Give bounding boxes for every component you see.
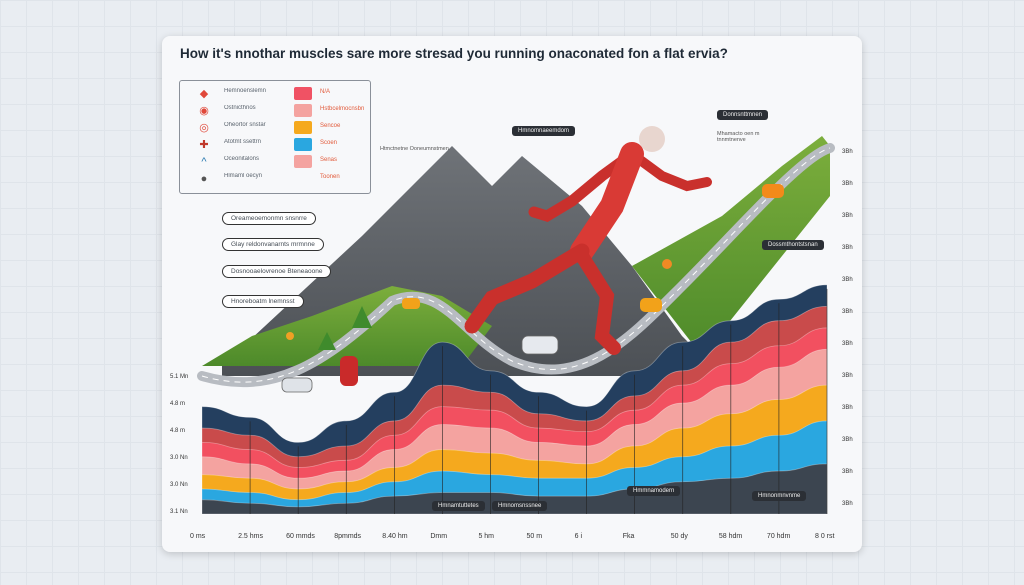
car-icon <box>640 298 662 312</box>
legend-value: Toonen <box>320 174 340 180</box>
circle-icon: ◎ <box>199 122 209 134</box>
dot-icon: ● <box>200 173 208 185</box>
legend-item: ◎ Oheortor snstar Sencoe <box>180 121 370 135</box>
legend-value: Scoen <box>320 140 338 146</box>
tag-label: Donnsnttmnen <box>717 110 769 120</box>
y-tick-label-right: 3Bh <box>842 405 853 411</box>
y-tick-label-left: 3.0 Nn <box>170 482 188 488</box>
y-tick-label-left: 3.1 Nn <box>170 509 188 515</box>
x-tick-label: 8.40 hm <box>382 533 408 540</box>
chart-card: How it's nnothar muscles sare more stres… <box>162 36 862 552</box>
annotation-text: Mhamacto oen m tnnmtnenve <box>717 131 760 143</box>
x-tick-label: 70 hdm <box>766 533 791 540</box>
legend-item: ✚ Atotmt ssettrn Scoen <box>180 138 370 152</box>
road-line <box>201 147 831 383</box>
tag-label: Hmnamtuttetes <box>432 501 485 511</box>
car-icon <box>281 377 313 393</box>
x-tick-label: 2.5 hms <box>238 533 263 540</box>
callout-label: Glay reldonvanarnts mrmnne <box>222 238 324 251</box>
y-tick-label-right: 3Bh <box>842 341 853 347</box>
y-tick-label-right: 3Bh <box>842 309 853 315</box>
y-tick-label-right: 3Bh <box>842 149 853 155</box>
y-tick-label-right: 3Bh <box>842 437 853 443</box>
legend-item: ◉ Ostnicthnos Hstbcelmocnsbn <box>180 104 370 118</box>
x-tick-label: 50 m <box>526 533 543 540</box>
legend-label: Oheortor snstar <box>224 122 266 128</box>
cross-icon: ✚ <box>199 139 209 151</box>
legend-swatch <box>294 121 312 134</box>
y-tick-label-right: 3Bh <box>842 373 853 379</box>
car-icon <box>762 184 784 198</box>
target-icon: ◉ <box>199 105 209 117</box>
legend-label: Atotmt ssettrn <box>224 139 262 145</box>
callout-label: Oreameoemonmn snsnrre <box>222 212 316 225</box>
x-tick-label: 50 dy <box>670 533 688 540</box>
legend-item: ^ Oceonitalons Senas <box>180 155 370 169</box>
x-tick-label: 60 mmds <box>286 533 315 540</box>
legend-value: Senas <box>320 157 338 163</box>
x-tick-label: Fka <box>622 533 635 540</box>
y-tick-label-left: 4.8 m <box>170 401 186 407</box>
legend-label: Ostnicthnos <box>224 105 256 111</box>
legend: ◆ Hemnoenslemn N/A ◉ Ostnicthnos Hstbcelmocns… <box>179 80 371 194</box>
car-icon <box>402 298 420 309</box>
y-tick-label-right: 3Bh <box>842 469 853 475</box>
y-tick-label-right: 3Bh <box>842 245 853 251</box>
annotation-text: Htmctnetne Ooneumnstmen <box>380 146 449 152</box>
y-tick-label-left: 4.8 m <box>170 428 186 434</box>
x-tick-label: 0 ms <box>190 533 206 540</box>
chevron-up-icon: ^ <box>201 156 207 168</box>
legend-label: Oceonitalons <box>224 156 260 162</box>
y-tick-label-right: 3Bh <box>842 181 853 187</box>
car-icon <box>521 335 559 355</box>
legend-swatch <box>294 138 312 151</box>
chart-title: How it's nnothar muscles sare more stres… <box>180 46 728 61</box>
tag-label: Hmnomsnssnee <box>492 501 548 511</box>
y-tick-label-left: 3.0 Nn <box>170 455 188 461</box>
legend-value: N/A <box>320 89 331 95</box>
y-tick-label-left: 5.1 Mn <box>170 374 189 380</box>
car-icon <box>340 356 358 386</box>
callout-label: Hnoreboatm lnemnsst <box>222 295 304 308</box>
diamond-icon: ◆ <box>199 88 209 100</box>
tree-icon <box>352 306 372 328</box>
x-tick-label: 58 hdm <box>718 533 743 540</box>
legend-swatch <box>294 104 312 117</box>
legend-item: ● Hlmaml oecyn Toonen <box>180 172 370 186</box>
legend-item: ◆ Hemnoenslemn N/A <box>180 87 370 101</box>
y-tick-label-right: 3Bh <box>842 501 853 507</box>
legend-label: Hlmaml oecyn <box>224 173 263 179</box>
tag-label: Hmmnamodern <box>627 486 681 496</box>
y-tick-label-right: 3Bh <box>842 277 853 283</box>
legend-value: Hstbcelmocnsbn <box>320 106 365 112</box>
tag-label: Hmnonmnvnme <box>752 491 807 501</box>
runner-figure <box>464 126 712 355</box>
tree-icon <box>662 259 672 269</box>
x-tick-label: 8pmmds <box>334 533 362 540</box>
x-tick-label: Dmm <box>430 533 448 540</box>
x-tick-label: 6 i <box>574 533 583 540</box>
y-tick-label-right: 3Bh <box>842 213 853 219</box>
tag-label: Dossmthontstsnan <box>762 240 824 250</box>
x-tick-label: 5 hm <box>478 533 495 540</box>
tree-icon <box>318 332 336 350</box>
callout-label: Dosnooaelovrenoe Bteneaoone <box>222 265 332 278</box>
x-tick-label: 8 0 rst <box>815 533 835 540</box>
legend-value: Sencoe <box>320 123 341 129</box>
legend-label: Hemnoenslemn <box>224 88 267 94</box>
tag-label: Hmnomnaeemdom <box>512 126 576 136</box>
legend-swatch <box>294 155 312 168</box>
tree-icon <box>286 332 294 340</box>
legend-swatch <box>294 87 312 100</box>
